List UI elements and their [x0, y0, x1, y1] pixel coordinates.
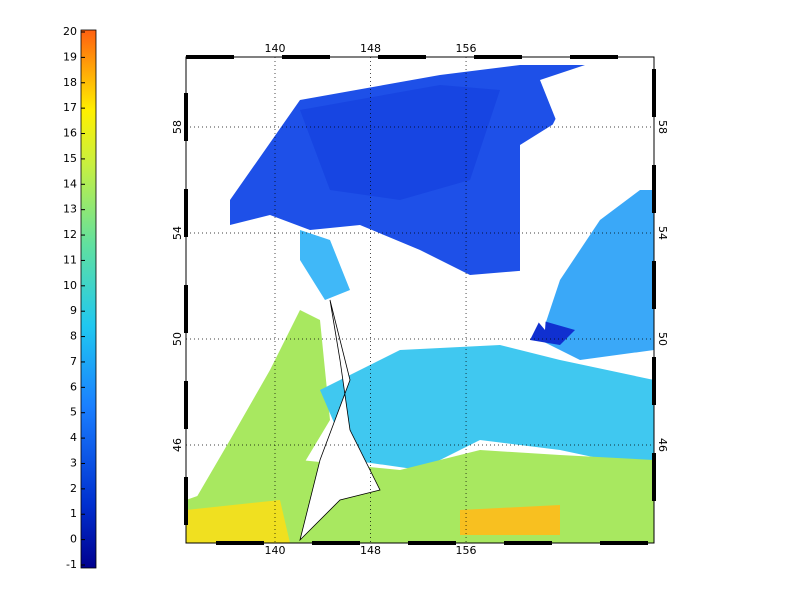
lon-label-bottom: 148	[360, 544, 381, 557]
coordinate-labels: 140 140 148 148 156 156 46 46 50 50 54 54 58 58	[171, 42, 669, 557]
graticule	[186, 57, 654, 543]
colorbar-tick-label: 11	[63, 253, 77, 266]
colorbar-tick-label: 17	[63, 101, 77, 114]
colorbar-tick-label: 0	[70, 533, 77, 546]
lat-label-left: 54	[171, 226, 184, 240]
sea-field	[186, 57, 654, 543]
colorbar-tick-label: 13	[63, 203, 77, 216]
lat-label-right: 46	[656, 438, 669, 452]
colorbar-tick-label: 9	[70, 304, 77, 317]
colorbar-tick-label: 16	[63, 127, 77, 140]
colorbar-tick-label: 6	[70, 380, 77, 393]
lat-label-right: 58	[656, 120, 669, 134]
colorbar-tick-label: 19	[63, 50, 77, 63]
colorbar	[80, 29, 97, 569]
colorbar-tick-label: 12	[63, 228, 77, 241]
colorbar-tick-label: 18	[63, 76, 77, 89]
colorbar-tick-label: 4	[70, 431, 77, 444]
colorbar-tick-label: 10	[63, 279, 77, 292]
lat-label-left: 58	[171, 120, 184, 134]
colorbar-tick-label: 2	[70, 482, 77, 495]
lat-label-left: 50	[171, 332, 184, 346]
colorbar-tick-label: 1	[70, 507, 77, 520]
colorbar-tick-label: 5	[70, 406, 77, 419]
colorbar-tick-label: 15	[63, 152, 77, 165]
colorbar-tick-label: 14	[63, 177, 77, 190]
lon-label-top: 140	[265, 42, 286, 55]
colorbar-tick-label: -1	[66, 558, 77, 571]
colorbar-tick-label: 3	[70, 456, 77, 469]
lat-label-right: 54	[656, 226, 669, 240]
lon-label-top: 156	[456, 42, 477, 55]
frame-border	[184, 55, 656, 545]
lon-label-bottom: 140	[265, 544, 286, 557]
colorbar-tick-label: 7	[70, 355, 77, 368]
lon-label-top: 148	[360, 42, 381, 55]
colorbar-tick-label: 8	[70, 330, 77, 343]
lat-label-right: 50	[656, 332, 669, 346]
lat-label-left: 46	[171, 438, 184, 452]
colorbar-tick-label: 20	[63, 25, 77, 38]
lon-label-bottom: 156	[456, 544, 477, 557]
